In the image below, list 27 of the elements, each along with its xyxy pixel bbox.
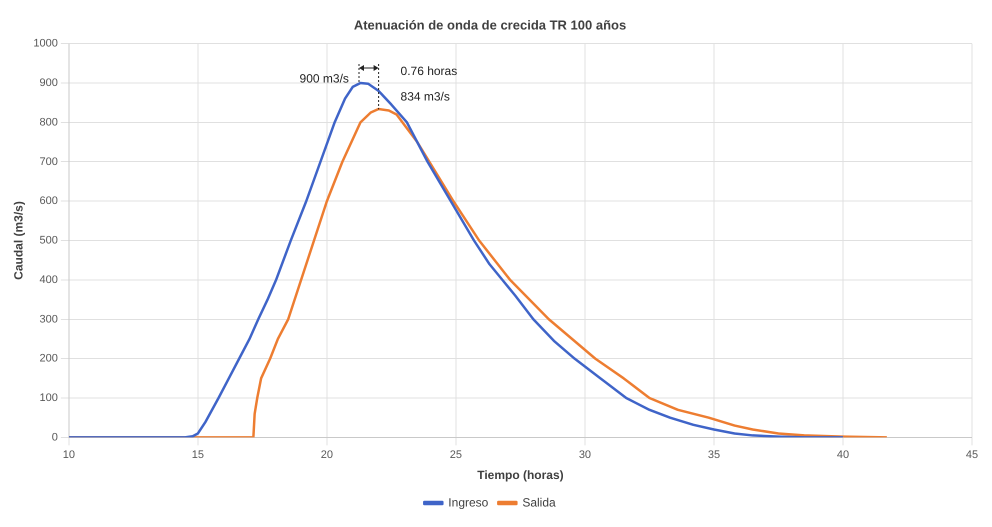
legend-label: Salida [522,495,556,510]
x-tick-label: 35 [708,449,720,462]
legend-label: Ingreso [448,495,489,510]
y-tick-label: 500 [40,234,58,247]
x-tick-label: 40 [836,449,850,462]
y-tick-label: 1000 [33,38,58,50]
annotation: 900 m3/s [300,71,349,86]
annotation: 0.76 horas [400,64,458,78]
y-tick-label: 200 [40,352,58,365]
y-tick-label: 700 [40,156,58,168]
y-tick-label: 300 [40,313,58,326]
y-tick-label: 400 [40,274,58,286]
y-tick-label: 0 [52,431,58,444]
x-tick-label: 25 [450,449,462,462]
y-axis-title: Caudal (m3/s) [12,201,26,280]
annotation: 834 m3/s [400,89,450,104]
x-axis-title: Tiempo (horas) [477,468,564,482]
y-tick-label: 100 [40,392,58,404]
y-tick-label: 900 [40,77,58,90]
x-tick-label: 20 [320,449,334,462]
x-tick-label: 45 [966,449,978,462]
x-tick-label: 10 [62,449,75,462]
y-tick-label: 600 [40,195,58,208]
y-tick-label: 800 [40,116,58,128]
chart-title: Atenuación de onda de crecida TR 100 años [354,17,626,32]
x-tick-label: 15 [192,449,204,462]
x-tick-label: 30 [578,449,592,462]
